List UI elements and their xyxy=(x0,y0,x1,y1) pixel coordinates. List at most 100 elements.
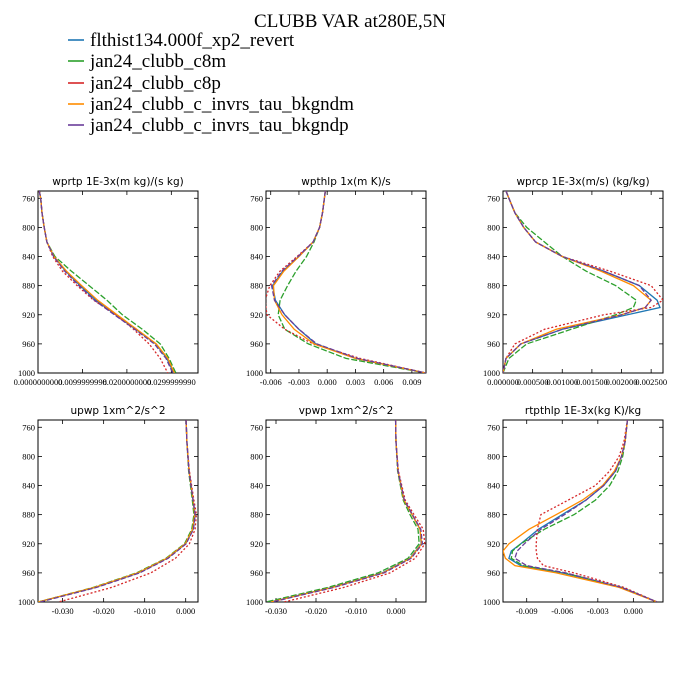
x-tick-label: -0.010 xyxy=(134,606,156,616)
y-tick-label: 760 xyxy=(22,422,35,432)
figure-title: CLUBB VAR at280E,5N xyxy=(254,11,446,32)
y-tick-label: 840 xyxy=(22,252,35,262)
x-tick-label: 0.006 xyxy=(374,377,393,387)
series-line xyxy=(514,420,658,602)
x-tick-label: -0.030 xyxy=(265,606,287,616)
series-line xyxy=(58,420,198,602)
series-line xyxy=(503,191,652,373)
y-tick-label: 1000 xyxy=(18,368,35,378)
series-line xyxy=(277,191,426,373)
panel-title: wprcp 1E-3x(m/s) (kg/kg) xyxy=(516,176,649,188)
series-line xyxy=(38,420,196,602)
y-tick-label: 760 xyxy=(22,193,35,203)
x-tick-label: 0.0099999998 xyxy=(58,377,107,387)
x-tick-label: 0.009 xyxy=(402,377,421,387)
series-line xyxy=(38,191,169,373)
y-tick-label: 760 xyxy=(487,193,500,203)
y-tick-label: 1000 xyxy=(246,597,263,607)
y-tick-label: 920 xyxy=(487,539,500,549)
x-tick-label: 0.000 xyxy=(624,606,643,616)
y-tick-label: 1000 xyxy=(246,368,263,378)
legend-label: jan24_clubb_c_invrs_tau_bkgndp xyxy=(89,115,349,136)
series-line xyxy=(269,420,422,602)
legend-label: flthist134.000f_xp2_revert xyxy=(90,30,295,51)
panel-rtpthlp: rtpthlp 1E-3x(kg K)/kg 760 800 840 880 920 960… xyxy=(483,405,664,616)
x-tick-label: 0.0000000000 xyxy=(14,377,63,387)
series-line xyxy=(271,191,426,373)
y-tick-label: 880 xyxy=(487,510,500,520)
panel-vpwp: vpwp 1xm^2/s^27608008408809209601000-0.0… xyxy=(246,405,427,616)
x-tick-label: -0.020 xyxy=(305,606,327,616)
x-tick-label: 0.001000 xyxy=(546,377,578,387)
y-tick-label: 960 xyxy=(487,568,500,578)
plot-frame xyxy=(502,419,664,603)
y-tick-label: 880 xyxy=(22,510,35,520)
series-line xyxy=(270,191,426,373)
legend-entry: jan24_clubb_c_invrs_tau_bkgndp xyxy=(68,115,349,136)
panel-title: wpthlp 1x(m K)/s xyxy=(301,176,391,188)
y-tick-label: 800 xyxy=(250,451,263,461)
panel-wprcp: wprcp 1E-3x(m/s) (kg/kg) 760 800 840 880 920 9… xyxy=(483,176,667,387)
x-tick-label: -0.010 xyxy=(345,606,367,616)
series-line xyxy=(503,191,661,373)
series-line xyxy=(503,191,663,373)
y-tick-label: 800 xyxy=(487,451,500,461)
legend-entry: jan24_clubb_c_invrs_tau_bkgndm xyxy=(68,94,354,115)
panel-title: wprtp 1E-3x(m kg)/(s kg) xyxy=(52,176,183,188)
plot-frame xyxy=(37,419,199,603)
x-tick-label: -0.003 xyxy=(587,606,609,616)
y-tick-label: 1000 xyxy=(483,597,500,607)
legend-entry: jan24_clubb_c8p xyxy=(68,73,221,94)
y-tick-label: 960 xyxy=(487,339,500,349)
series-line xyxy=(270,420,423,602)
series-line xyxy=(38,191,175,373)
y-tick-label: 840 xyxy=(250,481,263,491)
x-tick-label: 0.0200000000 xyxy=(102,377,151,387)
x-tick-label: -0.030 xyxy=(52,606,74,616)
y-tick-label: 760 xyxy=(250,422,263,432)
y-tick-label: 840 xyxy=(250,252,263,262)
y-tick-label: 880 xyxy=(250,281,263,291)
y-tick-label: 920 xyxy=(487,310,500,320)
x-tick-label: -0.006 xyxy=(551,606,573,616)
legend-label: jan24_clubb_c8m xyxy=(89,51,226,72)
y-tick-label: 960 xyxy=(250,568,263,578)
y-tick-label: 880 xyxy=(487,281,500,291)
x-tick-label: 0.000500 xyxy=(517,377,549,387)
series-line xyxy=(272,191,426,373)
panel-title: vpwp 1xm^2/s^2 xyxy=(299,405,394,417)
y-tick-label: 800 xyxy=(22,451,35,461)
panel-title: upwp 1xm^2/s^2 xyxy=(71,405,166,417)
legend-label: jan24_clubb_c_invrs_tau_bkgndm xyxy=(89,94,354,115)
y-tick-label: 760 xyxy=(250,193,263,203)
plot-frame xyxy=(502,190,664,374)
y-tick-label: 840 xyxy=(487,252,500,262)
x-tick-label: 0.001500 xyxy=(576,377,608,387)
series-line xyxy=(283,420,426,602)
series-line xyxy=(535,420,658,602)
legend-entry: jan24_clubb_c8m xyxy=(68,51,226,72)
series-line xyxy=(38,420,196,602)
y-tick-label: 880 xyxy=(22,281,35,291)
y-tick-label: 920 xyxy=(22,310,35,320)
x-tick-label: 0.0299999990 xyxy=(147,377,196,387)
y-tick-label: 840 xyxy=(22,481,35,491)
y-tick-label: 1000 xyxy=(483,368,500,378)
x-tick-label: -0.009 xyxy=(516,606,538,616)
x-tick-label: 0.000 xyxy=(318,377,337,387)
plot-frame xyxy=(37,190,199,374)
x-tick-label: 0.000 xyxy=(386,606,405,616)
legend-label: jan24_clubb_c8p xyxy=(89,73,221,94)
plot-frame xyxy=(265,419,427,603)
y-tick-label: 960 xyxy=(22,568,35,578)
y-tick-label: 1000 xyxy=(18,597,35,607)
legend: flthist134.000f_xp2_revert jan24_clubb_c… xyxy=(68,30,354,136)
panel-wprtp: wprtp 1E-3x(m kg)/(s kg) 760 800 840 880 920 9… xyxy=(14,176,199,387)
series-line xyxy=(38,191,175,373)
plot-frame xyxy=(265,190,427,374)
legend-entry: flthist134.000f_xp2_revert xyxy=(68,30,295,51)
panel-wpthlp: wpthlp 1x(m K)/s7608008408809209601000-0… xyxy=(246,176,427,387)
y-tick-label: 800 xyxy=(22,222,35,232)
y-tick-label: 840 xyxy=(487,481,500,491)
